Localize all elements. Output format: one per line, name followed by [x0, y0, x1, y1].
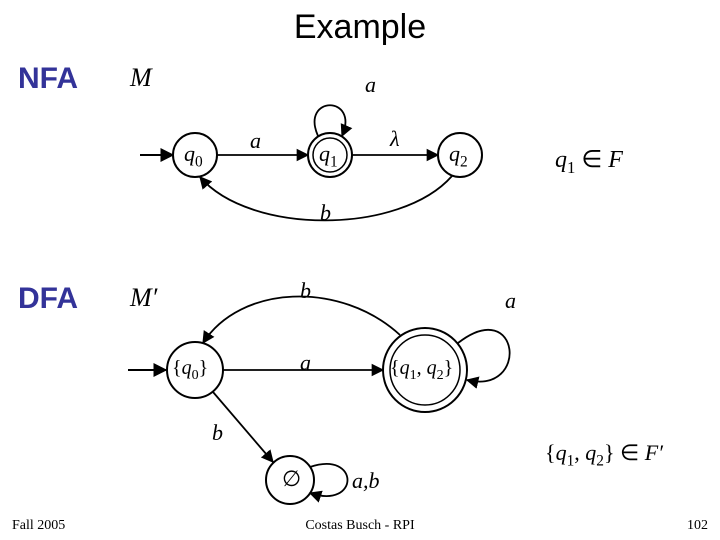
edge-q1-loop	[315, 105, 346, 136]
label-Q0: {q0}	[172, 357, 208, 384]
nfa-diagram	[0, 0, 720, 260]
dfa-final-note: {q1, q2} ∈ F′	[545, 440, 663, 470]
dfa-diagram	[0, 255, 720, 540]
label-q0: q0	[184, 141, 203, 171]
edge-label-a1: a	[250, 128, 261, 154]
label-empty: ∅	[282, 466, 301, 492]
edge-label-a-Q0Q12: a	[300, 350, 311, 376]
label-Q12: {q1, q2}	[390, 357, 453, 384]
edge-label-b: b	[320, 200, 331, 226]
edge-label-ab-loop: a,b	[352, 468, 380, 494]
edge-label-lambda: λ	[390, 126, 400, 152]
footer-right: 102	[687, 518, 708, 534]
edge-label-a-loop2: a	[505, 288, 516, 314]
slide: Example NFA M DFA M′ q0 q1 q2 a λ a b	[0, 0, 720, 540]
label-q1: q1	[319, 141, 338, 171]
footer-center: Costas Busch - RPI	[0, 518, 720, 534]
edge-label-b-Q0emp: b	[212, 420, 223, 446]
nfa-final-note: q1 ∈ F	[555, 145, 623, 178]
edge-label-a-loop: a	[365, 72, 376, 98]
edge-empty-loop	[310, 464, 348, 496]
label-q2: q2	[449, 141, 468, 171]
edge-label-b-Q12Q0: b	[300, 278, 311, 304]
